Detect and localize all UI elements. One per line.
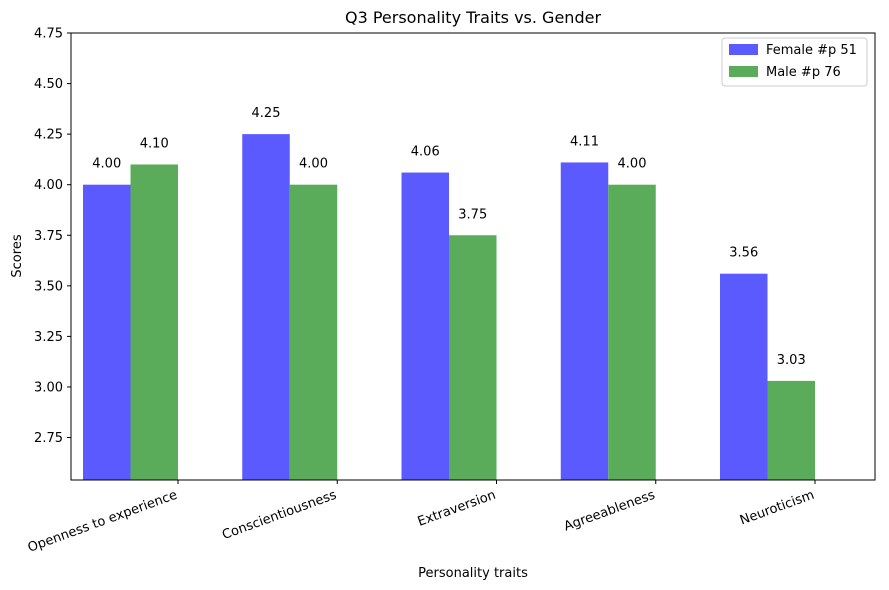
- bar-value-label: 4.00: [618, 157, 647, 172]
- x-axis-label: Personality traits: [418, 566, 528, 581]
- y-axis: 2.75 3.00 3.25 3.50 3.75 4.00 4.25 4.50 4.75: [34, 27, 71, 446]
- y-tick-label: 4.75: [34, 27, 63, 42]
- legend: Female #p 51 Male #p 76: [721, 37, 868, 87]
- bar-value-label: 4.06: [411, 145, 440, 160]
- y-tick-label: 3.75: [34, 229, 63, 244]
- bar-value-label: 4.25: [252, 106, 281, 121]
- x-tick-label: Openness to experience: [26, 488, 179, 556]
- bars-group: [83, 134, 815, 480]
- x-tick-label: Agreeableness: [562, 488, 657, 535]
- bar-female: [720, 273, 768, 480]
- bar-value-label: 3.03: [777, 353, 806, 368]
- x-tick-label: Extraversion: [416, 488, 498, 530]
- legend-box: [721, 37, 868, 87]
- bar-value-label: 4.10: [140, 136, 169, 151]
- y-tick-label: 3.50: [34, 279, 63, 294]
- y-tick-label: 4.50: [34, 77, 63, 92]
- bar-female: [83, 184, 131, 480]
- y-tick-label: 4.25: [34, 128, 63, 143]
- x-tick-label: Conscientiousness: [220, 488, 339, 543]
- legend-label-female: Female #p 51: [766, 43, 857, 58]
- bar-female: [242, 134, 290, 480]
- bar-female: [401, 172, 449, 480]
- bar-value-label: 4.11: [570, 134, 599, 149]
- bar-female: [560, 162, 609, 480]
- bar-value-label: 4.00: [92, 157, 121, 172]
- x-tick-label: Neuroticism: [738, 488, 816, 529]
- y-tick-label: 3.25: [34, 330, 63, 345]
- bar-male: [130, 164, 178, 480]
- y-tick-label: 3.00: [34, 380, 63, 395]
- legend-swatch-female: [729, 44, 758, 55]
- y-axis-label: Scores: [10, 234, 25, 277]
- bar-male: [449, 235, 497, 480]
- bar-labels-group: 4.00 4.25 4.06 4.11 3.56 4.10 4.00 3.75 4.00 3.03: [92, 106, 805, 368]
- y-tick-label: 2.75: [34, 431, 63, 446]
- legend-label-male: Male #p 76: [766, 65, 841, 80]
- bar-value-label: 4.00: [299, 157, 328, 172]
- chart-title: Q3 Personality Traits vs. Gender: [345, 8, 601, 27]
- legend-swatch-male: [729, 66, 758, 77]
- y-tick-label: 4.00: [34, 178, 63, 193]
- x-axis: Openness to experience Conscientiousness E…: [26, 480, 816, 556]
- bar-male: [289, 184, 338, 480]
- plot-frame: [70, 32, 876, 481]
- bar-value-label: 3.75: [458, 207, 487, 222]
- bar-male: [767, 380, 815, 480]
- bar-male: [608, 184, 656, 480]
- bar-value-label: 3.56: [729, 246, 758, 261]
